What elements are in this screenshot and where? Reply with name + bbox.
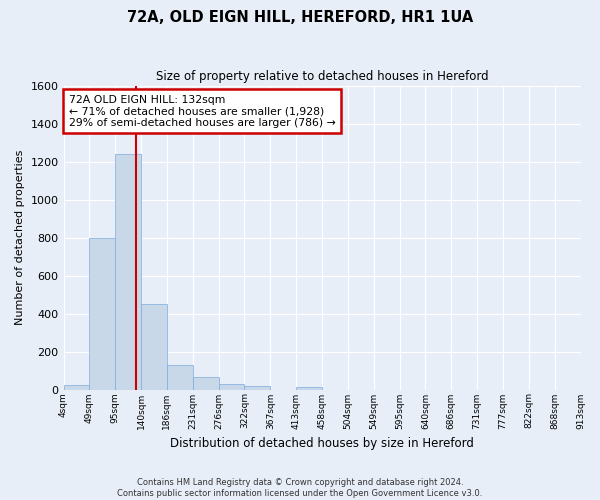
Text: Contains HM Land Registry data © Crown copyright and database right 2024.
Contai: Contains HM Land Registry data © Crown c… bbox=[118, 478, 482, 498]
Text: 72A OLD EIGN HILL: 132sqm
← 71% of detached houses are smaller (1,928)
29% of se: 72A OLD EIGN HILL: 132sqm ← 71% of detac… bbox=[69, 94, 335, 128]
Bar bbox=[296, 386, 322, 390]
Bar bbox=[167, 365, 193, 390]
Bar bbox=[64, 385, 89, 390]
Bar bbox=[193, 377, 218, 390]
Text: 72A, OLD EIGN HILL, HEREFORD, HR1 1UA: 72A, OLD EIGN HILL, HEREFORD, HR1 1UA bbox=[127, 10, 473, 25]
X-axis label: Distribution of detached houses by size in Hereford: Distribution of detached houses by size … bbox=[170, 437, 474, 450]
Bar bbox=[115, 154, 141, 390]
Bar bbox=[244, 386, 271, 390]
Y-axis label: Number of detached properties: Number of detached properties bbox=[15, 150, 25, 325]
Title: Size of property relative to detached houses in Hereford: Size of property relative to detached ho… bbox=[156, 70, 488, 83]
Bar bbox=[218, 384, 244, 390]
Bar bbox=[141, 304, 167, 390]
Bar bbox=[89, 238, 115, 390]
